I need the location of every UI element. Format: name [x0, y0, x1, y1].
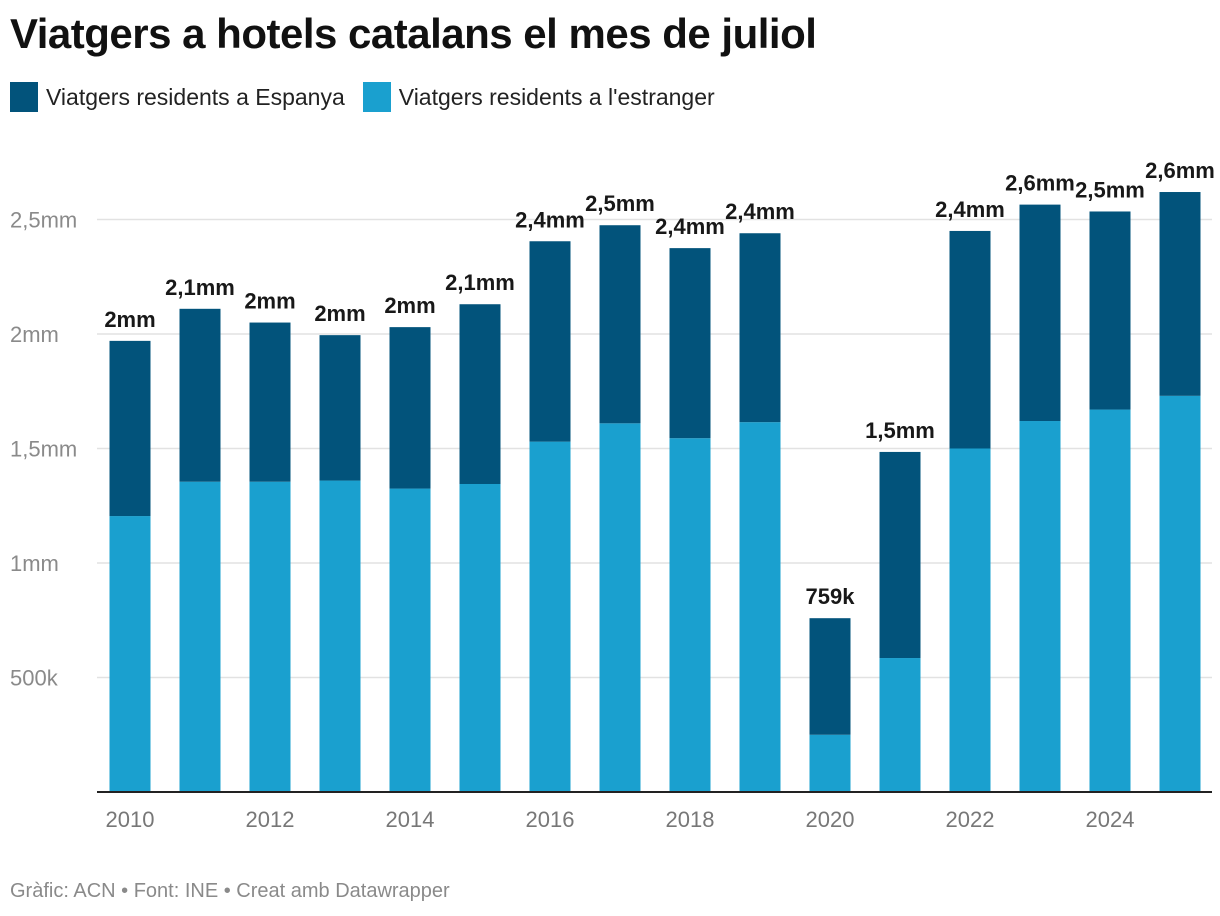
total-label-2020: 759k	[806, 584, 856, 609]
legend-label-espanya: Viatgers residents a Espanya	[46, 83, 345, 110]
legend-swatch-espanya	[10, 82, 38, 112]
bar-espanya-2019	[739, 233, 781, 423]
bar-espanya-2015	[459, 304, 501, 484]
total-label-2010: 2mm	[104, 307, 155, 332]
bar-estranger-2023	[1019, 421, 1061, 792]
bar-espanya-2016	[529, 241, 571, 442]
bar-estranger-2024	[1089, 409, 1131, 792]
bar-espanya-2010	[109, 340, 151, 517]
y-tick-label: 2,5mm	[10, 208, 77, 233]
y-tick-label: 1,5mm	[10, 437, 77, 462]
total-label-2016: 2,4mm	[515, 207, 585, 232]
bar-espanya-2023	[1019, 204, 1061, 422]
total-label-2011: 2,1mm	[165, 275, 235, 300]
total-label-2014: 2mm	[384, 293, 435, 318]
bar-estranger-2011	[179, 481, 221, 792]
total-label-2018: 2,4mm	[655, 214, 725, 239]
bar-estranger-2019	[739, 422, 781, 792]
total-label-2017: 2,5mm	[585, 191, 655, 216]
bar-espanya-2014	[389, 327, 431, 489]
bar-espanya-2012	[249, 322, 291, 482]
bar-estranger-2014	[389, 488, 431, 792]
total-label-2023: 2,6mm	[1005, 171, 1075, 196]
bar-espanya-2017	[599, 225, 641, 424]
y-tick-label: 1mm	[10, 551, 59, 576]
bar-espanya-2021	[879, 451, 921, 659]
bar-estranger-2021	[879, 658, 921, 792]
bar-estranger-2018	[669, 438, 711, 792]
bar-espanya-2022	[949, 230, 991, 449]
x-tick-label: 2018	[666, 807, 715, 832]
bar-espanya-2024	[1089, 211, 1131, 410]
bar-espanya-2018	[669, 248, 711, 439]
bar-estranger-2010	[109, 516, 151, 792]
total-label-2015: 2,1mm	[445, 270, 515, 295]
total-label-2021: 1,5mm	[865, 418, 935, 443]
total-label-2022: 2,4mm	[935, 197, 1005, 222]
x-tick-label: 2020	[806, 807, 855, 832]
bar-estranger-2012	[249, 481, 291, 792]
bar-estranger-2020	[809, 734, 851, 792]
bars	[109, 192, 1201, 792]
bar-espanya-2020	[809, 618, 851, 735]
y-axis-ticks: 500k 1mm 1,5mm 2mm 2,5mm	[10, 208, 77, 691]
bar-estranger-2015	[459, 483, 501, 792]
bar-espanya-2013	[319, 335, 361, 481]
total-label-2019: 2,4mm	[725, 199, 795, 224]
total-label-2012: 2mm	[244, 289, 295, 314]
x-tick-label: 2014	[386, 807, 435, 832]
bar-estranger-2017	[599, 423, 641, 792]
bar-estranger-2025	[1159, 395, 1201, 792]
total-label-2025: 2,6mm	[1145, 158, 1215, 183]
legend: Viatgers residents a Espanya Viatgers re…	[10, 82, 715, 112]
chart-title: Viatgers a hotels catalans el mes de jul…	[10, 10, 817, 57]
total-label-2013: 2mm	[314, 301, 365, 326]
y-tick-label: 500k	[10, 666, 59, 691]
bar-estranger-2013	[319, 480, 361, 792]
x-tick-label: 2024	[1086, 807, 1135, 832]
x-tick-label: 2022	[946, 807, 995, 832]
bar-estranger-2016	[529, 441, 571, 792]
x-tick-label: 2010	[106, 807, 155, 832]
x-tick-label: 2012	[246, 807, 295, 832]
legend-item-estranger: Viatgers residents a l'estranger	[362, 82, 715, 112]
legend-swatch-estranger	[362, 82, 391, 112]
x-axis-ticks: 2010 2012 2014 2016 2018 2020 2022 2024	[106, 807, 1135, 832]
legend-item-espanya: Viatgers residents a Espanya	[10, 82, 345, 112]
legend-label-estranger: Viatgers residents a l'estranger	[398, 83, 715, 110]
total-label-2024: 2,5mm	[1075, 177, 1145, 202]
bar-estranger-2022	[949, 448, 991, 792]
y-tick-label: 2mm	[10, 322, 59, 347]
bar-espanya-2011	[179, 308, 221, 482]
footer-credit: Gràfic: ACN • Font: INE • Creat amb Data…	[10, 880, 450, 902]
bar-espanya-2025	[1159, 192, 1201, 396]
x-tick-label: 2016	[526, 807, 575, 832]
